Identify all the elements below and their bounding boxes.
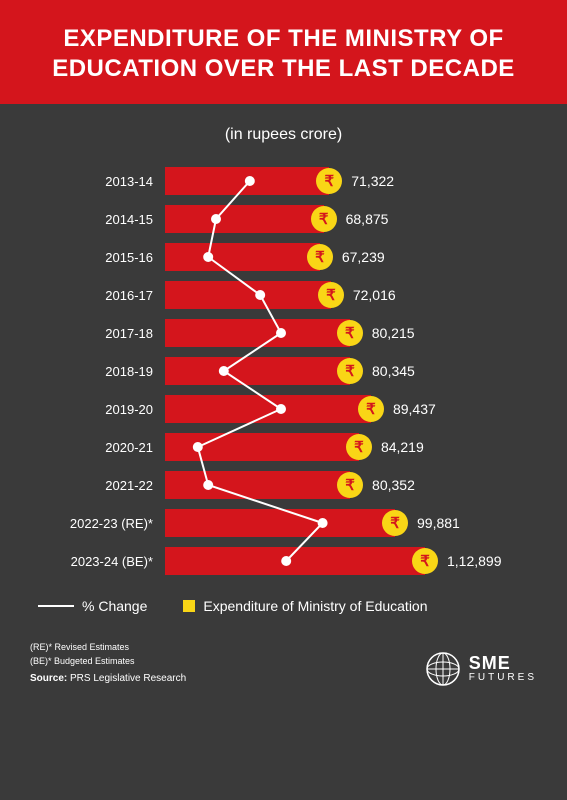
bar: ₹ [165, 205, 324, 233]
bar-row: 2017-18₹80,215 [30, 314, 537, 352]
legend-line-key: % Change [38, 598, 147, 614]
year-label: 2023-24 (BE)* [30, 554, 165, 569]
bar-row: 2021-22₹80,352 [30, 466, 537, 504]
legend-box-key: Expenditure of Ministry of Education [183, 598, 427, 614]
bar: ₹ [165, 243, 320, 271]
bar-row: 2015-16₹67,239 [30, 238, 537, 276]
rupee-icon: ₹ [337, 472, 363, 498]
bar: ₹ [165, 547, 425, 575]
bar-row: 2023-24 (BE)*₹1,12,899 [30, 542, 537, 580]
legend: % Change Expenditure of Ministry of Educ… [0, 580, 567, 624]
bar-row: 2013-14₹71,322 [30, 162, 537, 200]
bar-area: ₹80,215 [165, 319, 537, 347]
bar-area: ₹72,016 [165, 281, 537, 309]
bar: ₹ [165, 395, 371, 423]
year-label: 2016-17 [30, 288, 165, 303]
bar: ₹ [165, 471, 350, 499]
value-label: 84,219 [381, 439, 424, 455]
note-re: (RE)* Revised Estimates [30, 640, 186, 654]
bar-area: ₹80,345 [165, 357, 537, 385]
year-label: 2020-21 [30, 440, 165, 455]
line-swatch-icon [38, 605, 74, 607]
value-label: 72,016 [353, 287, 396, 303]
bar-area: ₹67,239 [165, 243, 537, 271]
value-label: 99,881 [417, 515, 460, 531]
rupee-icon: ₹ [358, 396, 384, 422]
bar: ₹ [165, 357, 350, 385]
bar-area: ₹1,12,899 [165, 547, 537, 575]
rupee-icon: ₹ [346, 434, 372, 460]
year-label: 2014-15 [30, 212, 165, 227]
note-be: (BE)* Budgeted Estimates [30, 654, 186, 668]
year-label: 2013-14 [30, 174, 165, 189]
footnotes: (RE)* Revised Estimates (BE)* Budgeted E… [30, 640, 186, 687]
value-label: 80,215 [372, 325, 415, 341]
bar: ₹ [165, 281, 331, 309]
bar-row: 2014-15₹68,875 [30, 200, 537, 238]
bar: ₹ [165, 319, 350, 347]
footer: (RE)* Revised Estimates (BE)* Budgeted E… [0, 624, 567, 697]
legend-line-label: % Change [82, 598, 147, 614]
chart: 2013-14₹71,3222014-15₹68,8752015-16₹67,2… [0, 162, 567, 580]
subtitle: (in rupees crore) [0, 126, 567, 144]
box-swatch-icon [183, 600, 195, 612]
value-label: 68,875 [346, 211, 389, 227]
page-title: EXPENDITURE OF THE MINISTRY OF EDUCATION… [20, 24, 547, 84]
year-label: 2017-18 [30, 326, 165, 341]
value-label: 67,239 [342, 249, 385, 265]
rupee-icon: ₹ [382, 510, 408, 536]
rupee-icon: ₹ [337, 358, 363, 384]
rupee-icon: ₹ [307, 244, 333, 270]
source-label: Source: [30, 673, 67, 684]
bar-list: 2013-14₹71,3222014-15₹68,8752015-16₹67,2… [30, 162, 537, 580]
header-banner: EXPENDITURE OF THE MINISTRY OF EDUCATION… [0, 0, 567, 104]
brand-logo: SME FUTURES [425, 651, 537, 687]
bar-row: 2020-21₹84,219 [30, 428, 537, 466]
rupee-icon: ₹ [412, 548, 438, 574]
value-label: 71,322 [351, 173, 394, 189]
bar: ₹ [165, 433, 359, 461]
bar-area: ₹89,437 [165, 395, 537, 423]
source-value: PRS Legislative Research [70, 673, 186, 684]
rupee-icon: ₹ [318, 282, 344, 308]
bar-area: ₹68,875 [165, 205, 537, 233]
year-label: 2021-22 [30, 478, 165, 493]
value-label: 1,12,899 [447, 553, 502, 569]
value-label: 89,437 [393, 401, 436, 417]
globe-icon [425, 651, 461, 687]
bar-area: ₹84,219 [165, 433, 537, 461]
bar: ₹ [165, 509, 395, 537]
year-label: 2018-19 [30, 364, 165, 379]
rupee-icon: ₹ [337, 320, 363, 346]
bar: ₹ [165, 167, 329, 195]
bar-area: ₹80,352 [165, 471, 537, 499]
year-label: 2022-23 (RE)* [30, 516, 165, 531]
value-label: 80,352 [372, 477, 415, 493]
bar-row: 2018-19₹80,345 [30, 352, 537, 390]
legend-box-label: Expenditure of Ministry of Education [203, 598, 427, 614]
rupee-icon: ₹ [316, 168, 342, 194]
source-line: Source: PRS Legislative Research [30, 671, 186, 687]
bar-row: 2019-20₹89,437 [30, 390, 537, 428]
value-label: 80,345 [372, 363, 415, 379]
bar-area: ₹71,322 [165, 167, 537, 195]
bar-area: ₹99,881 [165, 509, 537, 537]
logo-text: SME FUTURES [469, 655, 537, 682]
rupee-icon: ₹ [311, 206, 337, 232]
logo-line2: FUTURES [469, 673, 537, 683]
logo-line1: SME [469, 655, 537, 672]
year-label: 2015-16 [30, 250, 165, 265]
bar-row: 2022-23 (RE)*₹99,881 [30, 504, 537, 542]
bar-row: 2016-17₹72,016 [30, 276, 537, 314]
year-label: 2019-20 [30, 402, 165, 417]
